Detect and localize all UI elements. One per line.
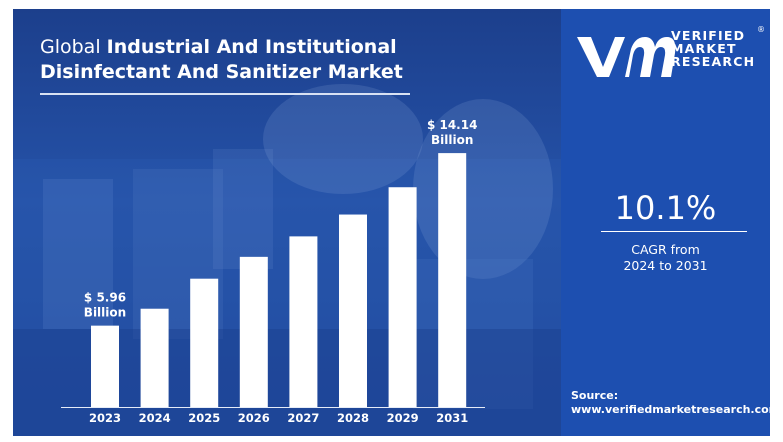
bar-2027 [289,236,318,407]
bar-2026 [239,256,268,407]
bar-2025 [190,278,219,407]
brand-line2: MARKET [671,41,737,56]
bar-2029 [388,187,417,407]
x-tick-label-2025: 2025 [188,411,220,425]
bar-2024 [140,308,169,407]
chart-panel: Global Industrial And Institutional Disi… [13,9,561,436]
lab-background-image [13,84,561,436]
bar-2023 [91,325,119,407]
title-divider [40,93,410,95]
bar-chart: 2023 2024 2025 2026 2027 2028 2029 2031$ 5.96Bi… [61,118,485,425]
infographic: Global Industrial And Institutional Disi… [13,9,770,436]
title-line1-main: Industrial And Institutional [106,36,397,58]
x-tick-label-2029: 2029 [387,411,419,425]
source-note: Source: www.verifiedmarketresearch.com [571,389,770,417]
cagr-divider [601,231,747,232]
data-label-2031-line2: Billion [431,133,473,147]
registered-mark: ® [757,25,765,34]
data-label-2023-line1: $ 5.96 [84,291,126,305]
data-label-2023-line2: Billion [84,306,126,320]
source-url: www.verifiedmarketresearch.com [571,403,770,416]
vmr-logo-icon [577,37,676,77]
x-tick-label-2024: 2024 [139,411,171,425]
x-tick-label-2027: 2027 [287,411,319,425]
x-tick-label-2023: 2023 [89,411,121,425]
title-line1-prefix: Global [40,36,107,58]
cagr-label-line2: 2024 to 2031 [623,258,708,273]
bar-2031 [438,153,467,407]
cagr-label: CAGR from 2024 to 2031 [561,242,770,274]
bar-2028 [339,214,367,407]
x-tick-label-2031: 2031 [436,411,468,425]
title-line2: Disinfectant And Sanitizer Market [40,61,403,83]
info-panel: VERIFIED MARKET RESEARCH ® 10.1% CAGR fr… [561,9,770,436]
x-tick-label-2026: 2026 [238,411,270,425]
data-label-2031-line1: $ 14.14 [427,118,477,132]
x-tick-label-2028: 2028 [337,411,369,425]
cagr-label-line1: CAGR from [631,242,700,257]
cagr-value: 10.1% [614,189,717,227]
brand-name: VERIFIED MARKET RESEARCH [671,29,755,68]
brand-line1: VERIFIED [671,28,746,43]
brand-line3: RESEARCH [671,54,756,69]
source-label: Source: [571,389,619,402]
chart-title: Global Industrial And Institutional Disi… [40,35,403,85]
